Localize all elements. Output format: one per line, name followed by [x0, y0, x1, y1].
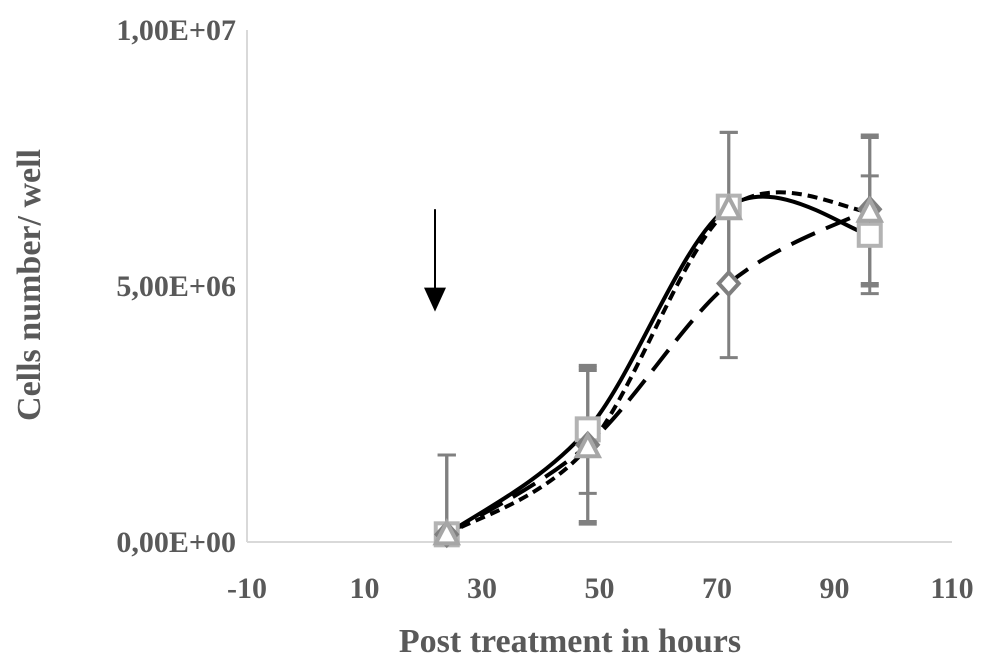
series-line: [445, 190, 870, 537]
series-group: [432, 130, 885, 549]
x-tick-label: 70: [702, 572, 732, 605]
y-tick-labels: 0,00E+00 5,00E+06 1,00E+07: [116, 14, 236, 559]
down-arrow: [424, 209, 446, 312]
y-tick-label: 1,00E+07: [116, 14, 236, 47]
series-line: [445, 207, 871, 537]
x-tick-labels: -10 10 30 50 70 90 110: [227, 572, 974, 605]
diamond-marker: [716, 269, 742, 298]
y-tick-label: 0,00E+00: [116, 526, 236, 559]
axes: [246, 30, 952, 543]
x-tick-label: 30: [467, 572, 497, 605]
series-line: [445, 194, 871, 536]
x-tick-label: -10: [227, 572, 267, 605]
triangle-marker: [855, 195, 885, 223]
x-tick-label: 50: [585, 572, 615, 605]
triangle-marker: [714, 192, 744, 221]
x-tick-label: 110: [930, 572, 973, 605]
x-tick-label: 90: [820, 572, 850, 605]
x-axis-title: Post treatment in hours: [399, 623, 741, 659]
y-axis-title: Cells number/ well: [11, 149, 48, 421]
y-tick-label: 5,00E+06: [116, 270, 236, 303]
square-marker: [856, 221, 883, 248]
annotations: [424, 209, 446, 312]
triangle-marker: [432, 518, 462, 546]
triangle-marker: [573, 430, 603, 459]
x-tick-label: 10: [350, 572, 380, 605]
